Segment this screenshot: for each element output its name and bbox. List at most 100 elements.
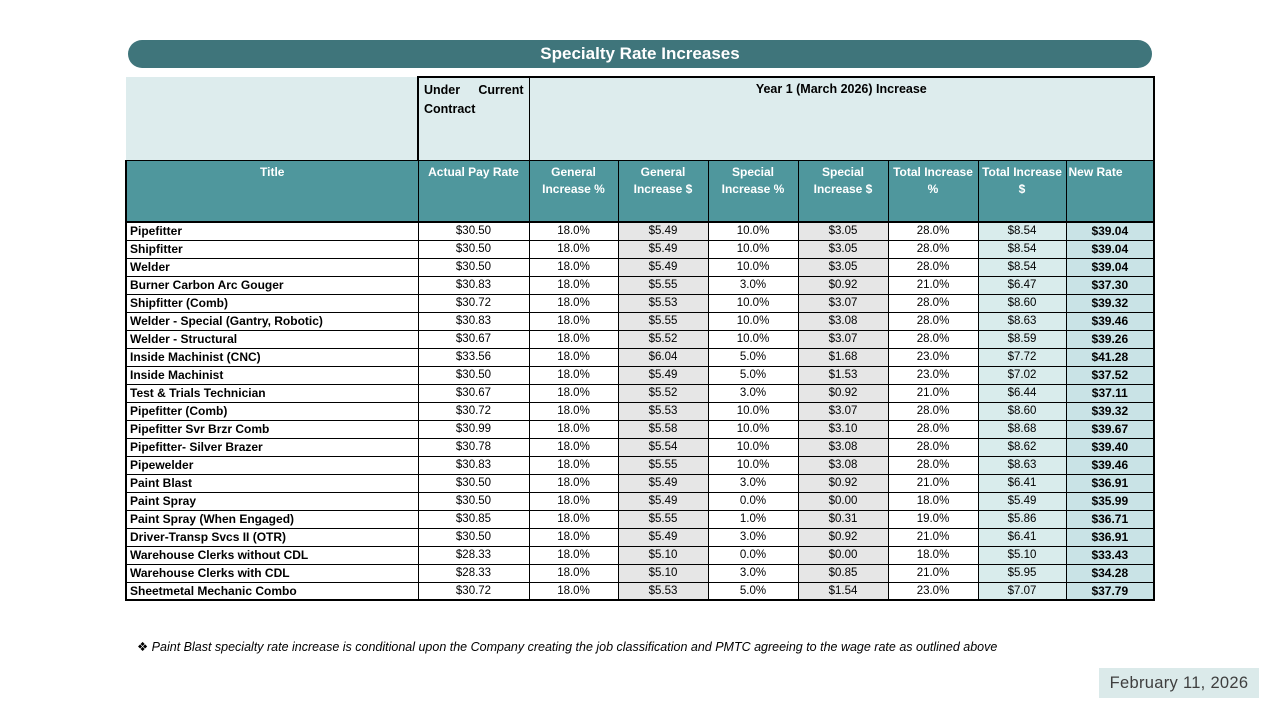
column-header: Title	[125, 159, 419, 223]
value-cell: $30.85	[417, 509, 530, 529]
table-row: Shipfitter $30.50 18.0% $5.49 10.0% $3.05 28.0…	[125, 239, 1156, 259]
value-cell: 3.0%	[707, 527, 799, 547]
value-cell: 28.0%	[887, 329, 979, 349]
value-cell: 18.0%	[528, 437, 619, 457]
under-current-contract-header: Under Current Contract	[417, 76, 530, 161]
value-cell: $39.67	[1065, 419, 1156, 439]
value-cell: 21.0%	[887, 383, 979, 403]
value-cell: 18.0%	[528, 311, 619, 331]
value-cell: $39.04	[1065, 257, 1156, 277]
value-cell: $3.05	[797, 221, 889, 241]
row-title-cell: Paint Spray	[125, 491, 419, 511]
column-header: Total Increase $	[977, 159, 1067, 223]
row-title-cell: Test & Trials Technician	[125, 383, 419, 403]
value-cell: $3.08	[797, 455, 889, 475]
value-cell: $5.49	[617, 239, 709, 259]
value-cell: 18.0%	[528, 473, 619, 493]
value-cell: $30.50	[417, 365, 530, 385]
row-title-cell: Welder	[125, 257, 419, 277]
value-cell: $0.00	[797, 491, 889, 511]
table-row: Inside Machinist (CNC) $33.56 18.0% $6.04 5.…	[125, 347, 1156, 367]
column-header: General Increase $	[617, 159, 709, 223]
column-header: New Rate	[1065, 159, 1156, 223]
value-cell: $3.07	[797, 329, 889, 349]
year1-increase-header: Year 1 (March 2026) Increase	[528, 76, 1156, 161]
value-cell: 1.0%	[707, 509, 799, 529]
value-cell: 3.0%	[707, 383, 799, 403]
value-cell: 10.0%	[707, 329, 799, 349]
value-cell: 21.0%	[887, 527, 979, 547]
value-cell: 28.0%	[887, 419, 979, 439]
row-title-cell: Warehouse Clerks with CDL	[125, 563, 419, 583]
value-cell: $39.32	[1065, 401, 1156, 421]
value-cell: $30.67	[417, 383, 530, 403]
value-cell: $41.28	[1065, 347, 1156, 367]
value-cell: 18.0%	[528, 257, 619, 277]
value-cell: 5.0%	[707, 347, 799, 367]
row-title-cell: Paint Blast	[125, 473, 419, 493]
value-cell: $33.43	[1065, 545, 1156, 565]
value-cell: $5.49	[617, 473, 709, 493]
value-cell: $30.50	[417, 239, 530, 259]
table-row: Pipefitter (Comb) $30.72 18.0% $5.53 10.0% $3…	[125, 401, 1156, 421]
value-cell: 3.0%	[707, 473, 799, 493]
value-cell: 10.0%	[707, 239, 799, 259]
table-row: Pipefitter- Silver Brazer $30.78 18.0% $5.5…	[125, 437, 1156, 457]
row-title-cell: Pipefitter Svr Brzr Comb	[125, 419, 419, 439]
value-cell: $28.33	[417, 563, 530, 583]
table-row: Welder - Special (Gantry, Robotic) $30.83…	[125, 311, 1156, 331]
value-cell: 0.0%	[707, 545, 799, 565]
date-badge: February 11, 2026	[1099, 668, 1259, 698]
value-cell: $5.10	[617, 563, 709, 583]
value-cell: $1.68	[797, 347, 889, 367]
value-cell: $8.54	[977, 257, 1067, 277]
value-cell: $30.72	[417, 401, 530, 421]
value-cell: $0.85	[797, 563, 889, 583]
value-cell: $39.46	[1065, 311, 1156, 331]
value-cell: 28.0%	[887, 221, 979, 241]
value-cell: $37.79	[1065, 581, 1156, 601]
value-cell: $34.28	[1065, 563, 1156, 583]
corner-spacer	[126, 77, 418, 160]
value-cell: 18.0%	[528, 383, 619, 403]
value-cell: 18.0%	[528, 527, 619, 547]
value-cell: $6.44	[977, 383, 1067, 403]
value-cell: $5.52	[617, 329, 709, 349]
value-cell: $3.07	[797, 293, 889, 313]
value-cell: 18.0%	[528, 545, 619, 565]
value-cell: $1.53	[797, 365, 889, 385]
value-cell: $30.83	[417, 455, 530, 475]
value-cell: 0.0%	[707, 491, 799, 511]
table-row: Paint Spray $30.50 18.0% $5.49 0.0% $0.00 18.0…	[125, 491, 1156, 511]
value-cell: $30.78	[417, 437, 530, 457]
column-header: General Increase %	[528, 159, 619, 223]
table-row: Pipefitter Svr Brzr Comb $30.99 18.0% $5.58…	[125, 419, 1156, 439]
table-row: Welder $30.50 18.0% $5.49 10.0% $3.05 28.0% $8.…	[125, 257, 1156, 277]
value-cell: $5.10	[617, 545, 709, 565]
column-header: Actual Pay Rate	[417, 159, 530, 223]
value-cell: $8.60	[977, 401, 1067, 421]
value-cell: 10.0%	[707, 293, 799, 313]
value-cell: 18.0%	[528, 563, 619, 583]
value-cell: $0.92	[797, 275, 889, 295]
value-cell: $30.50	[417, 491, 530, 511]
value-cell: 18.0%	[528, 239, 619, 259]
value-cell: 10.0%	[707, 437, 799, 457]
value-cell: $35.99	[1065, 491, 1156, 511]
table-row: Burner Carbon Arc Gouger $30.83 18.0% $5.55…	[125, 275, 1156, 295]
value-cell: $39.26	[1065, 329, 1156, 349]
value-cell: 28.0%	[887, 437, 979, 457]
row-title-cell: Shipfitter	[125, 239, 419, 259]
table-row: Test & Trials Technician $30.67 18.0% $5.52…	[125, 383, 1156, 403]
value-cell: $8.63	[977, 455, 1067, 475]
value-cell: $8.63	[977, 311, 1067, 331]
value-cell: 18.0%	[528, 509, 619, 529]
table-row: Shipfitter (Comb) $30.72 18.0% $5.53 10.0% $3…	[125, 293, 1156, 313]
value-cell: 18.0%	[528, 329, 619, 349]
value-cell: $3.08	[797, 437, 889, 457]
value-cell: $39.40	[1065, 437, 1156, 457]
value-cell: $8.60	[977, 293, 1067, 313]
value-cell: $3.07	[797, 401, 889, 421]
value-cell: $39.04	[1065, 221, 1156, 241]
value-cell: $1.54	[797, 581, 889, 601]
